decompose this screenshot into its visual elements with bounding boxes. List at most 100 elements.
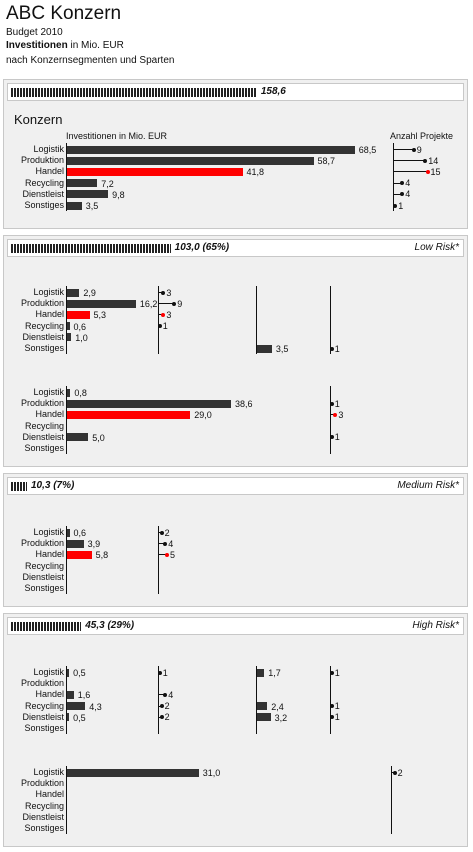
category-label: Produktion bbox=[20, 778, 64, 789]
segment-3-project-count: 2 bbox=[164, 701, 170, 712]
category-label: Sonstiges bbox=[24, 200, 64, 210]
segment-3-value-label: 1,6 bbox=[77, 690, 91, 701]
category-label: Produktion bbox=[20, 155, 64, 166]
subtitle-investitionen: Investitionen in Mio. EUR bbox=[6, 40, 124, 52]
segment-1-bar bbox=[67, 333, 72, 342]
category-label: Dienstleist bbox=[22, 811, 64, 822]
segment-1-project-dot bbox=[172, 301, 177, 306]
segment-2-project-dot bbox=[333, 412, 338, 417]
low-risk-total-label: 103,0 (65%) bbox=[174, 242, 230, 253]
konzern-value-label: 68,5 bbox=[358, 145, 377, 155]
high-risk-total-bar bbox=[11, 622, 82, 631]
konzern-axis bbox=[66, 143, 67, 212]
segment-1-project-line bbox=[158, 303, 175, 305]
segment-2-project-dot bbox=[329, 401, 334, 406]
segment-6-value-label: 3,2 bbox=[274, 712, 288, 723]
konzern-project-count: 15 bbox=[430, 166, 441, 177]
segment-2-bar bbox=[67, 388, 71, 397]
konzern-project-dot bbox=[400, 181, 405, 186]
konzern-value-label: 3,5 bbox=[85, 201, 99, 211]
category-label: Handel bbox=[35, 689, 64, 700]
segment-6-value-label: 2,4 bbox=[271, 701, 284, 712]
segment-3-project-count: 2 bbox=[164, 712, 170, 723]
segment-4-axis bbox=[256, 286, 257, 355]
low-risk-header: 103,0 (65%) Low Risk* bbox=[7, 239, 464, 257]
segment-5-project-dot bbox=[163, 541, 168, 546]
segment-7-projects-axis bbox=[391, 766, 392, 835]
segment-3-value-label: 4,3 bbox=[89, 701, 102, 712]
konzern-project-dot bbox=[411, 147, 416, 152]
segment-1-value-label: 5,3 bbox=[93, 310, 107, 321]
category-label: Logistik bbox=[33, 144, 64, 154]
segment-4-project-dot bbox=[329, 346, 334, 351]
segment-3-projects-axis bbox=[158, 666, 159, 735]
segment-1-bar bbox=[67, 322, 70, 331]
category-label: Logistik bbox=[33, 767, 64, 777]
medium-risk-risk-label: Medium Risk* bbox=[397, 480, 459, 491]
segment-5-project-count: 2 bbox=[164, 527, 170, 538]
category-label: Dienstleist bbox=[22, 431, 64, 442]
medium-risk-total-bar bbox=[11, 482, 27, 491]
konzern-value-label: 58,7 bbox=[317, 156, 336, 167]
segment-1-bar bbox=[67, 299, 136, 308]
segment-5-bar bbox=[67, 550, 92, 559]
konzern-projects-label: Anzahl Projekte bbox=[390, 131, 454, 141]
segment-6-bar bbox=[257, 713, 271, 722]
segment-2-project-dot bbox=[329, 435, 334, 440]
segment-6-project-dot bbox=[329, 715, 334, 720]
segment-5-project-line bbox=[158, 554, 167, 556]
panel-konzern: 158,6 Konzern Investitionen in Mio. EUR Anz… bbox=[3, 79, 468, 229]
subtitle-breakdown: nach Konzernsegmenten und Sparten bbox=[6, 55, 175, 66]
konzern-bar bbox=[67, 167, 243, 176]
konzern-project-count: 14 bbox=[428, 155, 439, 166]
segment-2-project-count: 1 bbox=[334, 432, 340, 443]
segment-3-project-count: 4 bbox=[168, 689, 174, 700]
segment-1-project-count: 3 bbox=[166, 287, 172, 298]
category-label: Sonstiges bbox=[24, 823, 64, 833]
segment-6-project-dot bbox=[329, 704, 334, 709]
segment-1-value-label: 2,9 bbox=[83, 288, 96, 298]
segment-2-value-label: 5,0 bbox=[92, 432, 105, 443]
high-risk-header: 45,3 (29%) High Risk* bbox=[7, 617, 464, 635]
segment-5-bar bbox=[67, 539, 84, 548]
medium-risk-total-label: 10,3 (7%) bbox=[30, 480, 75, 491]
segment-1-axis bbox=[66, 286, 67, 355]
segment-2-bar bbox=[67, 410, 191, 419]
segment-5-project-dot bbox=[165, 552, 169, 557]
category-label: Recycling bbox=[24, 177, 64, 188]
category-label: Logistik bbox=[33, 527, 64, 537]
segment-4-project-count: 1 bbox=[334, 343, 340, 354]
segment-1-bar bbox=[67, 310, 90, 319]
segment-2-project-count: 1 bbox=[334, 398, 340, 409]
segment-2-value-label: 29,0 bbox=[194, 410, 212, 421]
segment-3-project-dot bbox=[163, 692, 168, 697]
category-label: Sonstiges bbox=[24, 583, 64, 593]
segment-5-axis bbox=[66, 526, 67, 595]
category-label: Recycling bbox=[24, 320, 64, 331]
category-label: Dienstleist bbox=[22, 571, 64, 582]
subtitle-investitionen-bold: Investitionen bbox=[6, 40, 68, 51]
panel-medium-risk: 10,3 (7%) Medium Risk* Logistik Produktion H… bbox=[3, 473, 468, 607]
segment-5-project-dot bbox=[159, 530, 164, 535]
category-label: Handel bbox=[35, 309, 64, 320]
konzern-project-count: 4 bbox=[405, 178, 411, 189]
segment-6-axis bbox=[256, 666, 257, 735]
konzern-title: Konzern bbox=[14, 112, 63, 127]
segment-1-project-dot bbox=[161, 290, 166, 295]
segment-1-project-line bbox=[158, 292, 164, 293]
segment-1-project-dot bbox=[161, 312, 166, 317]
segment-3-project-dot bbox=[159, 704, 164, 709]
segment-1-project-count: 9 bbox=[177, 298, 183, 309]
category-label: Produktion bbox=[20, 298, 64, 309]
segment-6-project-count: 1 bbox=[334, 701, 340, 712]
segment-7-bar bbox=[67, 768, 199, 777]
konzern-value-label: 9,8 bbox=[112, 189, 125, 200]
konzern-bar bbox=[67, 190, 109, 199]
segment-1-project-line bbox=[158, 314, 164, 316]
segment-3-bar bbox=[67, 713, 70, 722]
segment-7-project-count: 2 bbox=[397, 767, 403, 778]
segment-3-project-count: 1 bbox=[162, 667, 168, 678]
segment-6-value-label: 1,7 bbox=[268, 668, 281, 678]
konzern-project-line bbox=[393, 160, 426, 162]
high-risk-risk-label: High Risk* bbox=[412, 620, 459, 631]
